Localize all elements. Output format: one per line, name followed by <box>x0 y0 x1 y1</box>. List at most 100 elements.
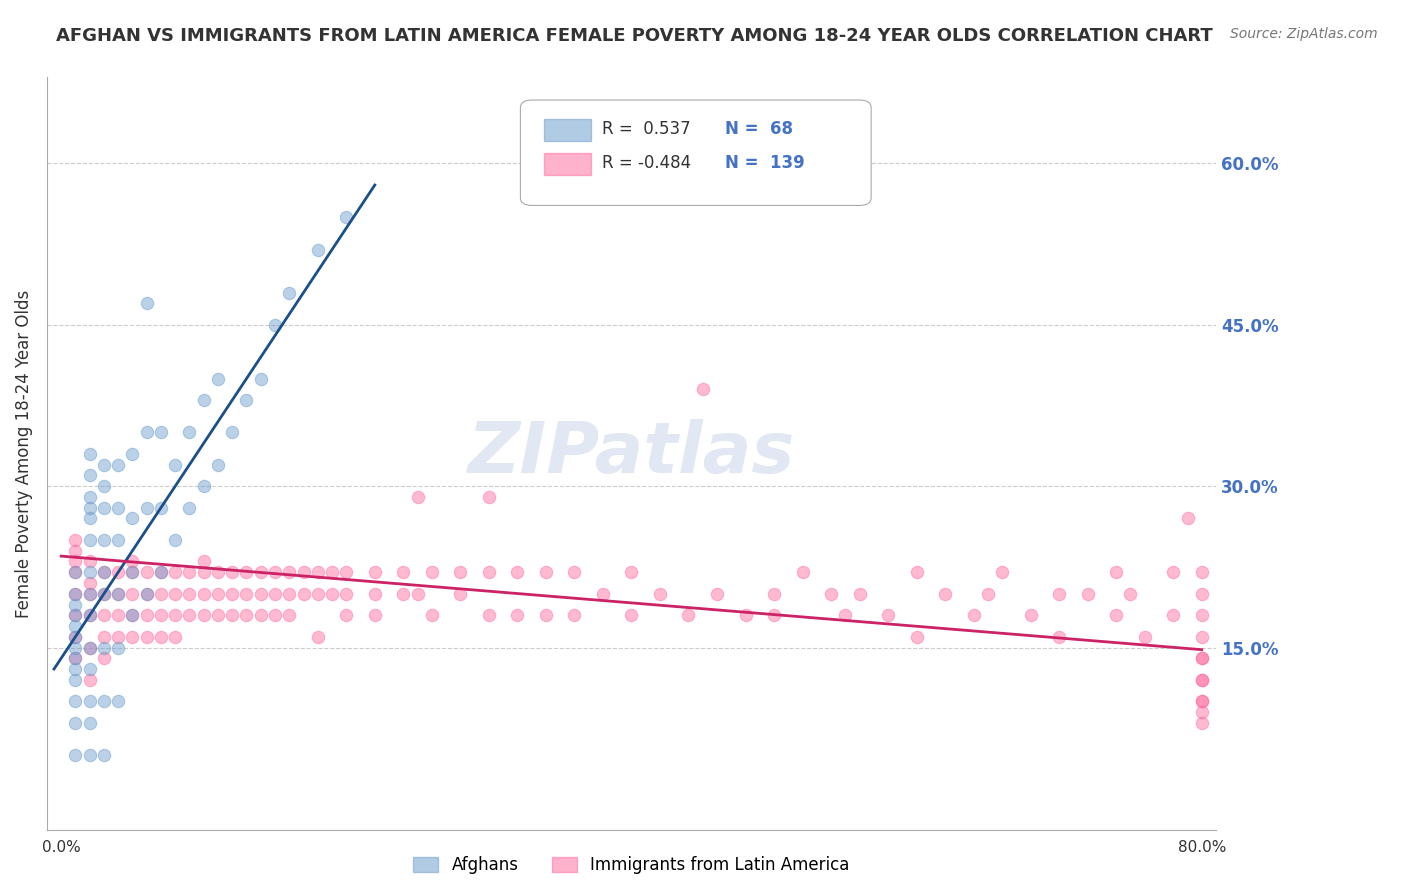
Point <box>65 554 87 568</box>
Point <box>1047 630 1070 644</box>
Point <box>179 566 201 580</box>
Point <box>79 748 101 763</box>
Point <box>1191 651 1213 665</box>
Point <box>121 447 143 461</box>
Point <box>321 587 343 601</box>
Point <box>221 587 243 601</box>
Point <box>392 566 415 580</box>
Point <box>65 543 87 558</box>
Point <box>193 393 215 408</box>
Point <box>1191 651 1213 665</box>
Point <box>506 608 529 623</box>
Point <box>93 608 115 623</box>
Point <box>79 511 101 525</box>
Point <box>264 566 287 580</box>
Point <box>93 500 115 515</box>
Point <box>534 608 557 623</box>
Point <box>65 587 87 601</box>
Point <box>307 566 329 580</box>
Point <box>278 566 301 580</box>
Point <box>834 608 856 623</box>
Point <box>534 566 557 580</box>
Point <box>65 533 87 547</box>
Point <box>107 458 129 472</box>
Point <box>121 566 143 580</box>
Point <box>107 608 129 623</box>
Point <box>165 566 187 580</box>
Point <box>905 630 928 644</box>
Point <box>406 490 429 504</box>
Y-axis label: Female Poverty Among 18-24 Year Olds: Female Poverty Among 18-24 Year Olds <box>15 290 32 618</box>
Point <box>65 619 87 633</box>
Point <box>65 651 87 665</box>
Point <box>420 566 443 580</box>
Point <box>93 587 115 601</box>
Point <box>121 554 143 568</box>
Point <box>307 587 329 601</box>
Point <box>392 587 415 601</box>
Point <box>1191 630 1213 644</box>
Legend: Afghans, Immigrants from Latin America: Afghans, Immigrants from Latin America <box>405 847 858 882</box>
Point <box>792 566 814 580</box>
Point <box>93 458 115 472</box>
Point <box>478 566 501 580</box>
Point <box>1191 694 1213 708</box>
Point <box>121 608 143 623</box>
Point <box>1161 566 1184 580</box>
Point <box>620 566 643 580</box>
Point <box>107 640 129 655</box>
Point <box>1161 608 1184 623</box>
Point <box>149 587 172 601</box>
Point <box>235 608 257 623</box>
Point <box>193 587 215 601</box>
Point <box>93 640 115 655</box>
FancyBboxPatch shape <box>520 100 872 205</box>
Point <box>620 608 643 623</box>
Point <box>65 598 87 612</box>
Point <box>193 479 215 493</box>
Point <box>1191 694 1213 708</box>
Point <box>335 587 357 601</box>
Text: AFGHAN VS IMMIGRANTS FROM LATIN AMERICA FEMALE POVERTY AMONG 18-24 YEAR OLDS COR: AFGHAN VS IMMIGRANTS FROM LATIN AMERICA … <box>56 27 1213 45</box>
Text: R = -0.484: R = -0.484 <box>602 153 692 171</box>
Point <box>65 640 87 655</box>
Point <box>149 425 172 440</box>
Point <box>449 587 471 601</box>
Point <box>335 566 357 580</box>
Point <box>221 566 243 580</box>
Point <box>93 566 115 580</box>
Point <box>235 566 257 580</box>
Point <box>1191 587 1213 601</box>
Point <box>364 608 387 623</box>
Point <box>249 371 271 385</box>
Point <box>1191 673 1213 687</box>
Point <box>149 630 172 644</box>
Point <box>79 587 101 601</box>
Text: R =  0.537: R = 0.537 <box>602 120 690 137</box>
Point <box>1133 630 1156 644</box>
Point <box>135 587 157 601</box>
Point <box>264 318 287 332</box>
Point <box>107 694 129 708</box>
Point <box>79 554 101 568</box>
Point <box>1077 587 1099 601</box>
Point <box>65 608 87 623</box>
Point <box>249 608 271 623</box>
Point <box>221 425 243 440</box>
Point <box>165 630 187 644</box>
Point <box>564 608 586 623</box>
Point <box>149 566 172 580</box>
Point <box>335 608 357 623</box>
Point <box>135 608 157 623</box>
Point <box>79 640 101 655</box>
Point <box>648 587 671 601</box>
Point <box>65 748 87 763</box>
Point <box>449 566 471 580</box>
Point <box>249 587 271 601</box>
Text: ZIPatlas: ZIPatlas <box>468 419 796 489</box>
Point <box>135 425 157 440</box>
Point <box>1191 608 1213 623</box>
Point <box>121 566 143 580</box>
Point <box>93 630 115 644</box>
Point <box>292 566 315 580</box>
